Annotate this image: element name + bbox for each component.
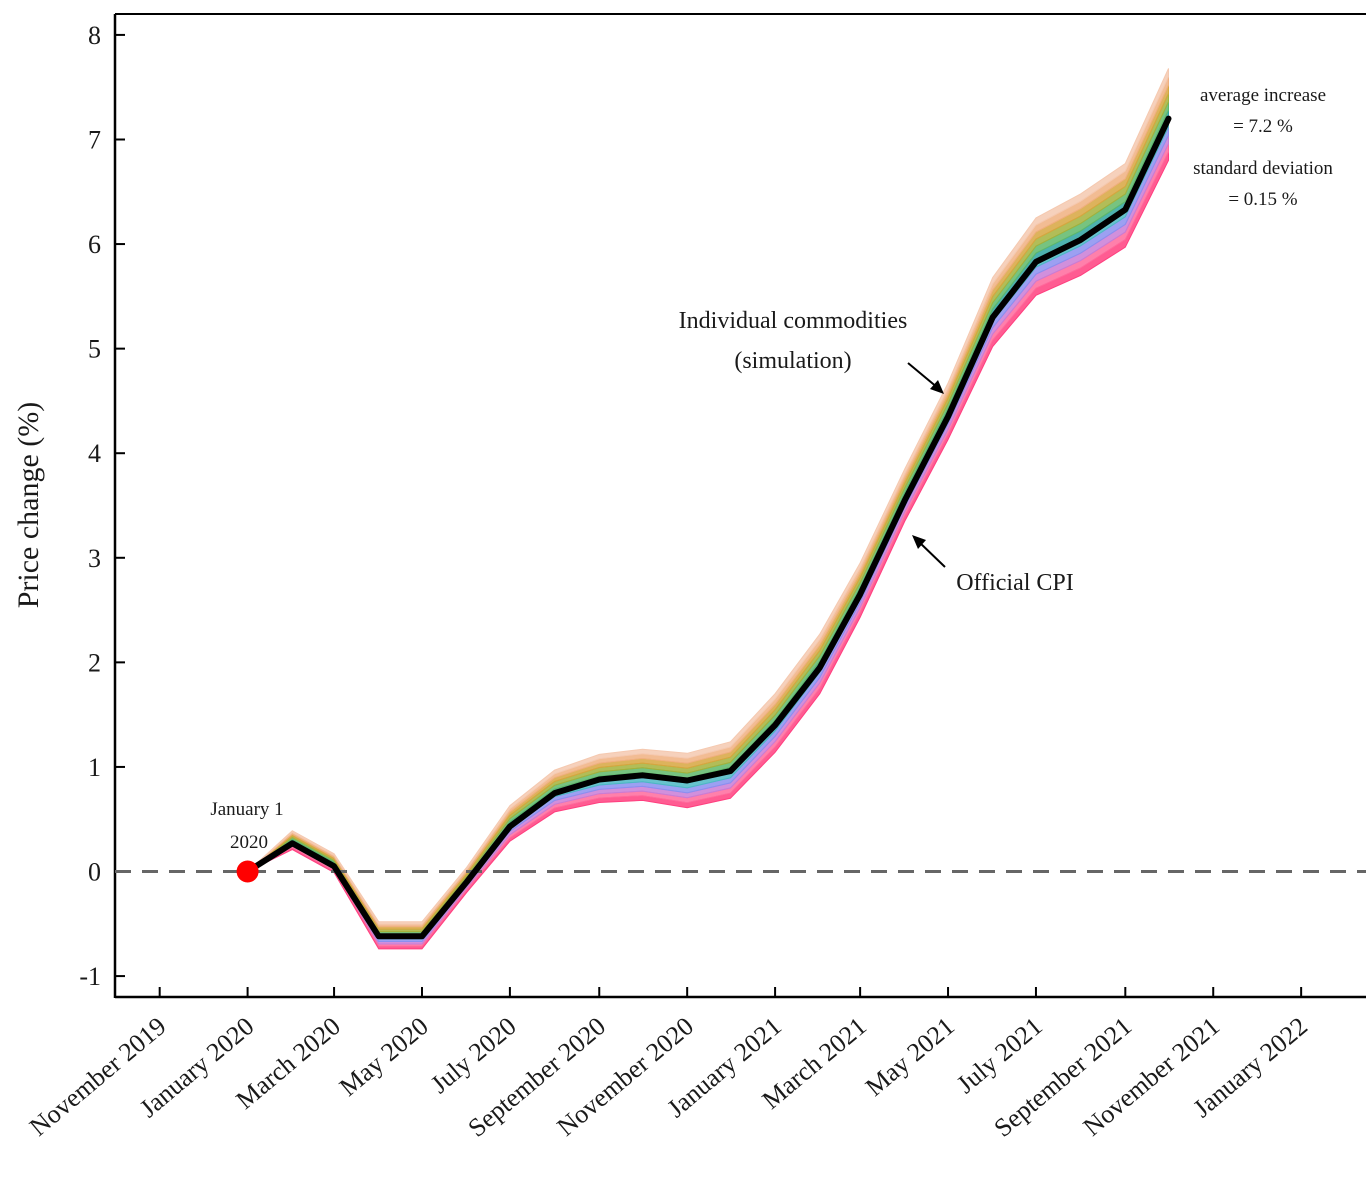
official-cpi-point [419,933,425,939]
start-marker [236,860,259,883]
y-tick-label: 3 [88,544,101,573]
official-cpi-label: Official CPI [956,570,1074,596]
average-increase-value: = 7.2 % [1233,116,1293,137]
standard-deviation-label: standard deviation [1193,158,1333,179]
simulation-band-strip [247,93,1169,933]
y-tick-label: 5 [88,335,101,364]
y-tick-label: 7 [88,125,101,154]
individual-commodities-label: Individual commodities [679,308,908,334]
official-cpi-point [990,314,996,320]
x-tick-label: May 2020 [334,1011,434,1101]
simulation-label: (simulation) [734,348,851,374]
official-cpi-point [331,863,337,869]
official-cpi-point [857,591,863,597]
y-tick-label: -1 [79,962,101,991]
official-cpi-point [376,933,382,939]
official-cpi-point [464,879,470,885]
official-cpi-point [596,776,602,782]
official-cpi-point [1033,259,1039,265]
official-cpi-point [727,768,733,774]
y-tick-label: 6 [88,230,101,259]
start-annotation-line1: January 1 [210,799,283,820]
start-annotation-line2: 2020 [230,832,268,853]
official-cpi-point [817,665,823,671]
y-tick-label: 4 [88,439,101,468]
official-cpi-point [289,840,295,846]
simulation-band-group [247,68,1169,950]
y-tick-label: 1 [88,753,101,782]
official-cpi-point [1122,207,1128,213]
official-cpi-point [639,772,645,778]
x-tick-label: November 2019 [24,1011,172,1141]
official-cpi-point [772,722,778,728]
official-cpi-point [1166,116,1172,122]
y-tick-label: 8 [88,21,101,50]
y-tick-group: 8 7 6 5 4 3 2 1 0 -1 [79,21,125,991]
y-axis-label: Price change (%) [12,402,45,609]
official-cpi-line [244,115,1172,940]
standard-deviation-value: = 0.15 % [1228,189,1297,210]
official-cpi-point [902,497,908,503]
official-cpi-point [684,778,690,784]
y-tick-label: 2 [88,648,101,677]
official-cpi-point [552,790,558,796]
simulation-band-strip [247,68,1169,925]
official-cpi-arrow [912,535,946,568]
official-cpi-point [945,414,951,420]
average-increase-label: average increase [1200,85,1326,106]
individual-arrow [907,362,944,394]
official-cpi-point [1078,237,1084,243]
x-tick-label: May 2021 [860,1011,960,1101]
y-tick-label: 0 [88,858,101,887]
series-group [244,115,1172,940]
official-cpi-point [507,824,513,830]
